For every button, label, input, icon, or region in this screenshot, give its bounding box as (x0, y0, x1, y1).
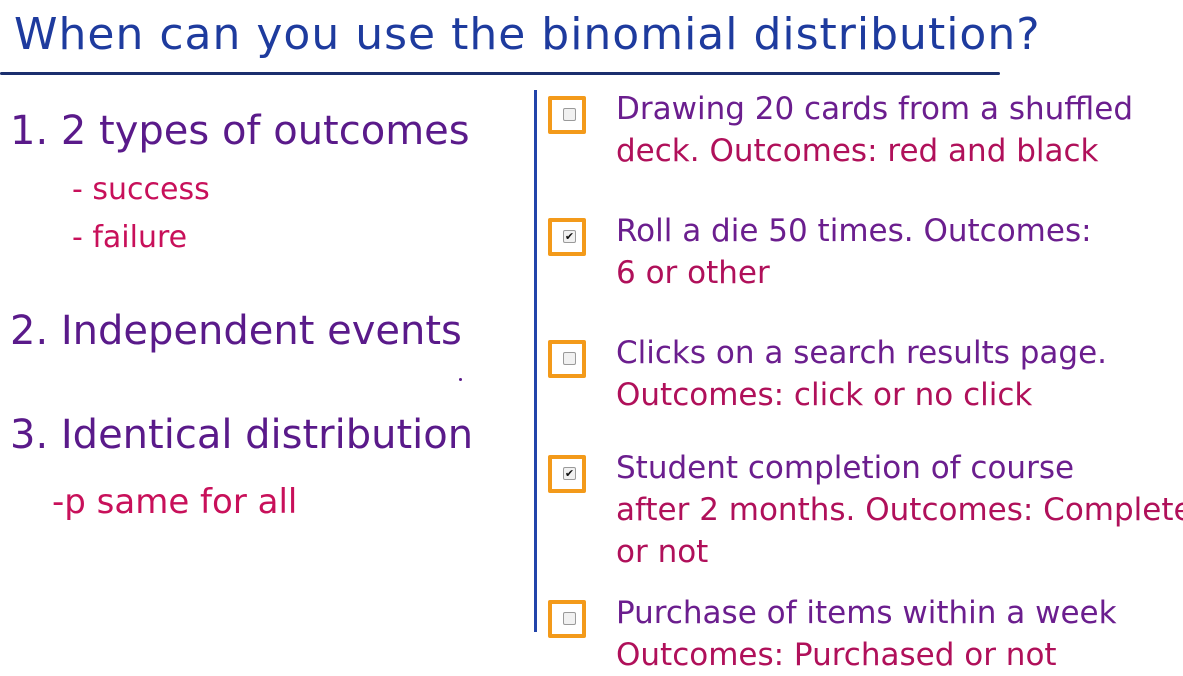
page-title: When can you use the binomial distributi… (14, 9, 1041, 60)
question-2-line2: 6 or other (616, 255, 770, 291)
title-underline (0, 72, 1000, 75)
question-4-line2: after 2 months. Outcomes: Complete (616, 492, 1183, 528)
question-text: Roll a die 50 times. Outcomes: 6 or othe… (616, 210, 1183, 294)
checkbox-frame: ✔ (548, 218, 586, 256)
checkbox-frame (548, 340, 586, 378)
condition-3: 3. Identical distribution (10, 412, 474, 458)
question-5-line2: Outcomes: Purchased or not (616, 637, 1057, 673)
question-3-line2: Outcomes: click or no click (616, 377, 1033, 413)
condition-1-sub-failure: - failure (72, 220, 188, 255)
question-1-line1: Drawing 20 cards from a shuffled (616, 91, 1133, 127)
column-divider (534, 90, 537, 632)
checkbox-q3[interactable] (563, 352, 576, 365)
condition-2: 2. Independent events (10, 308, 462, 354)
condition-1-sub-success: - success (72, 172, 210, 207)
question-text: Purchase of items within a week Outcomes… (616, 592, 1183, 676)
condition-3-sub: -p same for all (52, 482, 298, 522)
checkbox-q5[interactable] (563, 612, 576, 625)
stray-dot (459, 378, 462, 381)
question-5-line1: Purchase of items within a week (616, 595, 1117, 631)
question-1-line2: deck. Outcomes: red and black (616, 133, 1099, 169)
checkbox-frame (548, 600, 586, 638)
question-4-line3: or not (616, 534, 709, 570)
checkbox-frame: ✔ (548, 455, 586, 493)
question-text: Clicks on a search results page. Outcome… (616, 332, 1183, 416)
question-text: Student completion of course after 2 mon… (616, 447, 1183, 573)
question-3-line1: Clicks on a search results page. (616, 335, 1108, 371)
question-2-line1: Roll a die 50 times. Outcomes: (616, 213, 1092, 249)
checkbox-q4[interactable]: ✔ (563, 467, 576, 480)
question-4-line1: Student completion of course (616, 450, 1075, 486)
condition-1: 1. 2 types of outcomes (10, 108, 470, 154)
checkbox-frame (548, 96, 586, 134)
checkbox-q2[interactable]: ✔ (563, 230, 576, 243)
checkbox-q1[interactable] (563, 108, 576, 121)
question-text: Drawing 20 cards from a shuffled deck. O… (616, 88, 1183, 172)
